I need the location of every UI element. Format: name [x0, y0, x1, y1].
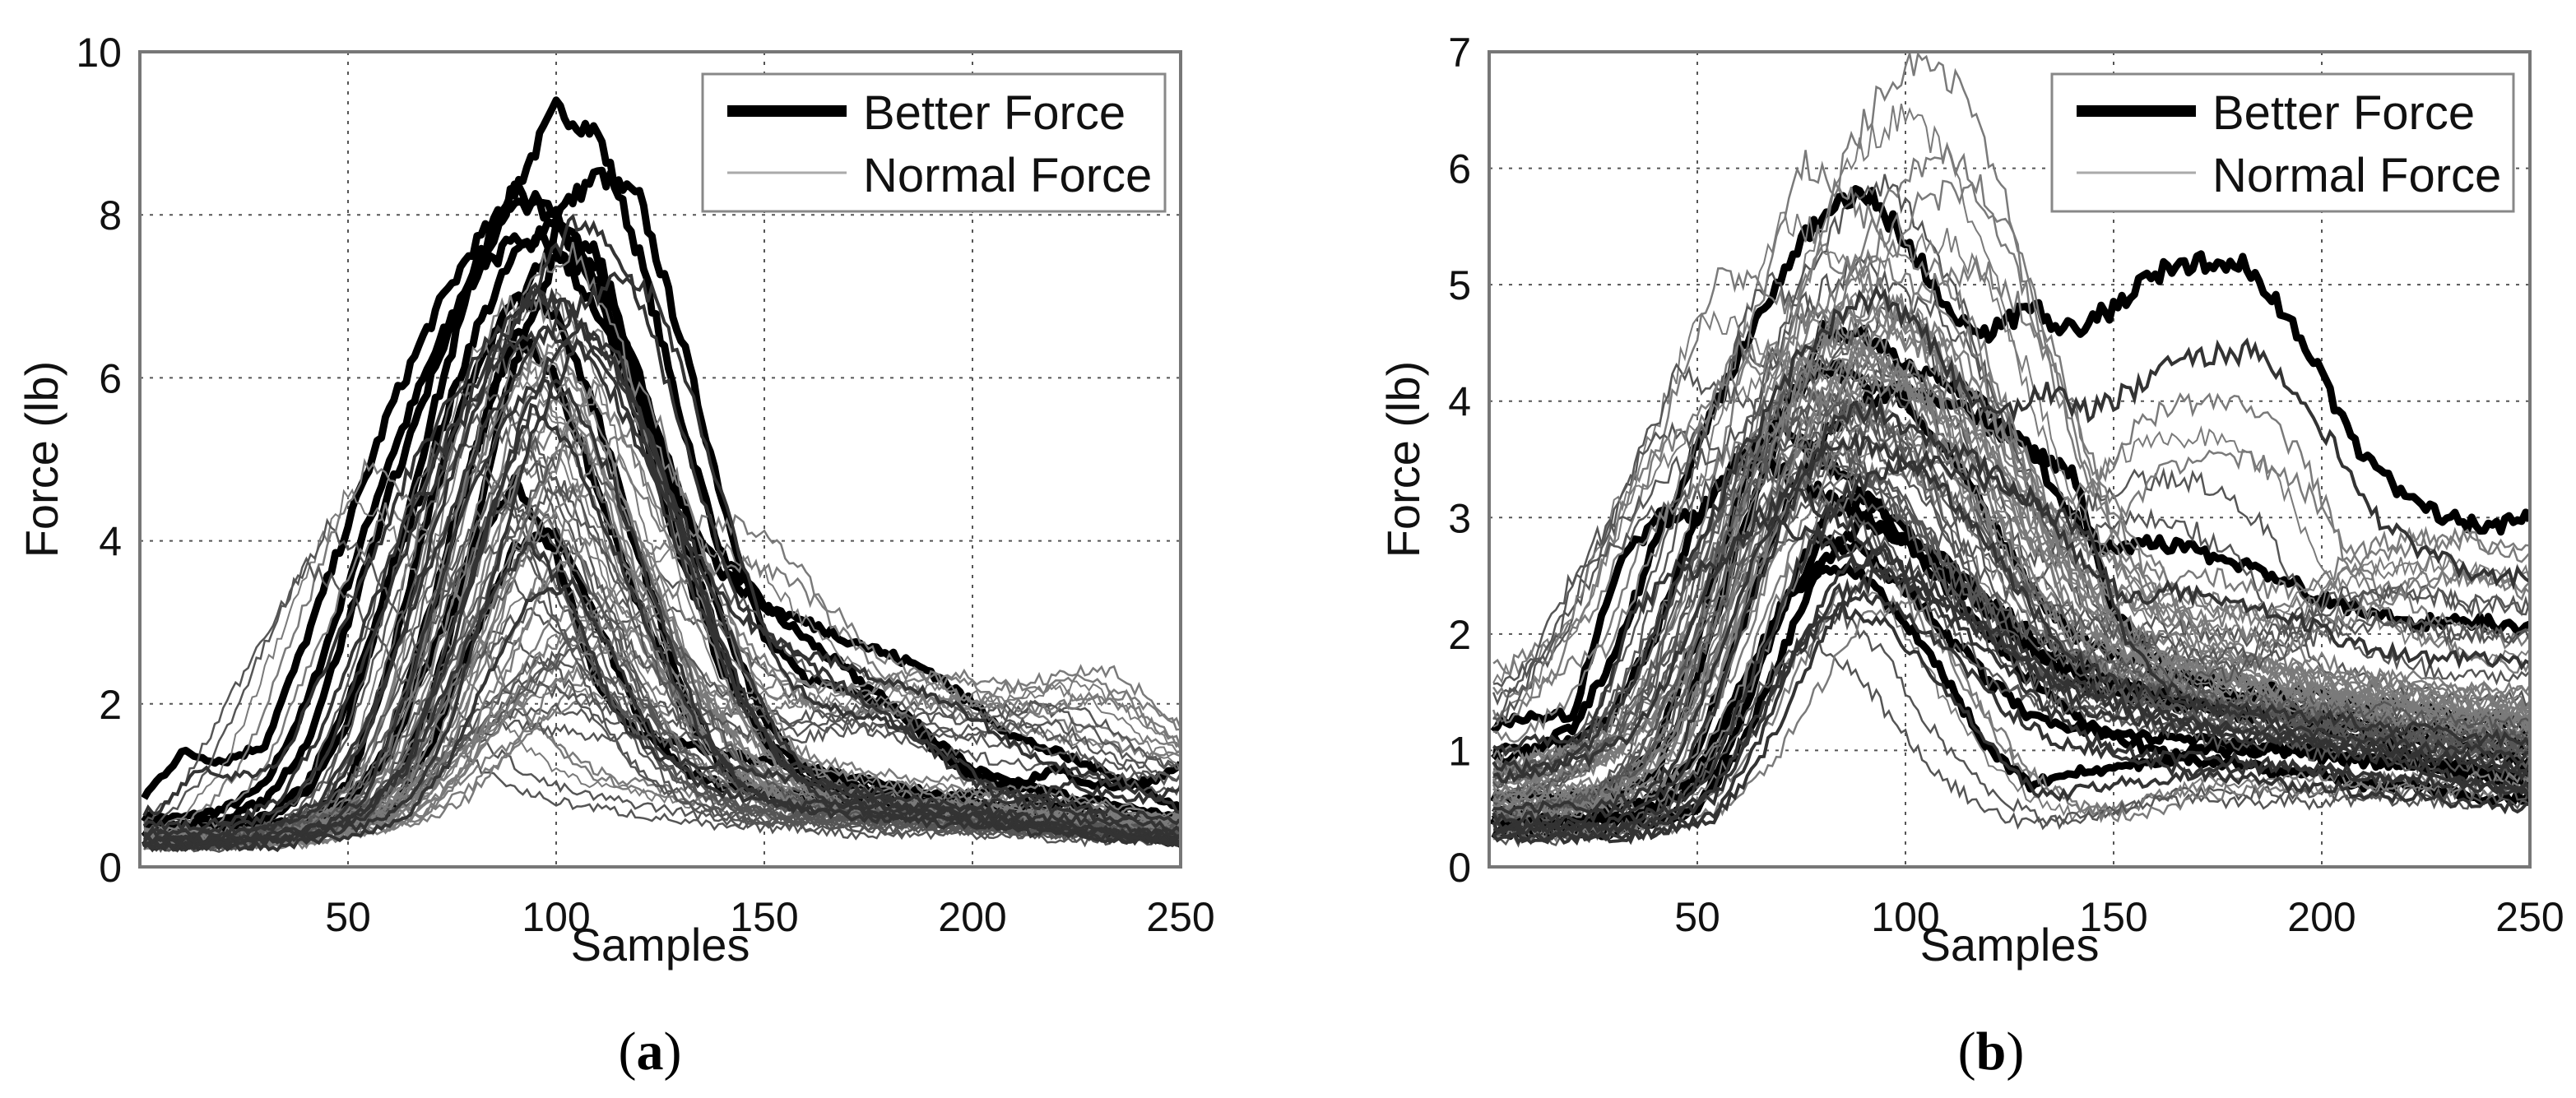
normal-force-curve: [1492, 426, 2530, 808]
better-force-curve-variant: [144, 336, 1181, 853]
normal-force-curve: [1492, 299, 2530, 764]
caption-letter: a: [637, 1022, 664, 1082]
y-tick-label: 4: [1448, 379, 1471, 425]
better-force-curve-variant: [1492, 566, 2530, 846]
better-force-curve-variant: [143, 271, 1181, 839]
better-force-curve-variant: [142, 213, 1181, 834]
legend-label-better: Better Force: [863, 86, 1126, 140]
panel-a: 50 100 150 200 250 0 2 4 6 8 10 Samples Force (lb) Be…: [16, 30, 1215, 1082]
normal-force-curve: [1492, 635, 2530, 848]
y-tick-label: 3: [1448, 495, 1471, 541]
x-axis-label: Samples: [1920, 919, 2100, 971]
caption-paren-close: ): [664, 1022, 682, 1082]
better-force-curve-variant: [1492, 285, 2530, 784]
better-force-curve-variant: [143, 576, 1181, 853]
better-force-curve-variant: [143, 323, 1181, 838]
y-tick-label: 8: [99, 192, 122, 239]
better-force-curve-variant: [1492, 429, 2530, 816]
y-tick-label: 1: [1448, 728, 1471, 774]
caption-paren-close: ): [2006, 1022, 2024, 1082]
panel-caption: (b): [1958, 1022, 2025, 1082]
y-tick-label: 7: [1448, 30, 1471, 76]
curves: [141, 96, 1181, 854]
normal-force-curve: [1492, 320, 2530, 813]
better-force-curve-variant: [142, 378, 1181, 846]
x-tick-label: 50: [325, 894, 371, 940]
normal-force-curve: [1492, 449, 2530, 789]
y-tick-label: 5: [1448, 262, 1471, 308]
better-force-curve-variant: [1492, 449, 2530, 835]
x-tick-label: 200: [938, 894, 1006, 940]
legend: Better Force Normal Force: [2050, 72, 2515, 213]
x-axis-label: Samples: [571, 919, 750, 971]
y-tick-label: 10: [76, 30, 122, 76]
y-tick-label: 6: [99, 355, 122, 401]
caption-letter: b: [1976, 1022, 2007, 1082]
y-tick-label: 0: [1448, 845, 1471, 891]
y-tick-label: 0: [99, 845, 122, 891]
legend-box: [701, 72, 1167, 213]
y-axis-label: Force (lb): [1377, 361, 1429, 558]
y-tick-label: 4: [99, 519, 122, 565]
panel-b: 50 100 150 200 250 0 1 2 3 4 5 6 7 Samples Force (lb) B…: [1377, 30, 2564, 1082]
normal-force-curve: [143, 440, 1181, 850]
normal-force-curve: [1492, 292, 2530, 725]
better-force-curve-variant: [1492, 510, 2530, 782]
better-force-curve-variant: [1492, 395, 2530, 827]
legend-box: [2050, 72, 2515, 213]
x-tick-label: 100: [1871, 894, 1939, 940]
better-force-curve-variant: [1492, 540, 2530, 846]
legend: Better Force Normal Force: [701, 72, 1167, 213]
x-tick-label: 250: [2495, 894, 2564, 940]
x-tick-label: 150: [730, 894, 798, 940]
y-tick-label: 2: [99, 682, 122, 728]
y-tick-label: 6: [1448, 146, 1471, 192]
panel-caption: (a): [619, 1022, 682, 1082]
normal-force-curve: [1492, 345, 2530, 771]
normal-force-curve: [143, 556, 1181, 848]
y-tick-label: 2: [1448, 612, 1471, 658]
caption-paren-open: (: [619, 1022, 637, 1082]
y-axis-label: Force (lb): [16, 361, 67, 558]
better-force-curve-variant: [1492, 577, 2530, 836]
x-tick-label: 250: [1146, 894, 1214, 940]
x-tick-label: 100: [522, 894, 590, 940]
normal-force-curve: [1492, 331, 2530, 785]
curves: [1490, 52, 2530, 848]
normal-force-curve: [1492, 454, 2530, 822]
better-force-curve-variant: [1492, 601, 2530, 836]
x-tick-label: 50: [1674, 894, 1720, 940]
normal-force-curve: [1492, 369, 2530, 777]
normal-force-curve: [1492, 425, 2530, 818]
x-tick-label: 200: [2287, 894, 2356, 940]
axes-frame: [138, 50, 1182, 869]
axes-frame: [1488, 50, 2532, 869]
normal-force-curve: [1492, 595, 2530, 843]
legend-label-normal: Normal Force: [863, 149, 1152, 202]
legend-label-better: Better Force: [2212, 86, 2475, 140]
normal-force-curve: [1492, 363, 2530, 815]
x-tick-label: 150: [2079, 894, 2147, 940]
normal-force-curve: [143, 411, 1181, 848]
caption-paren-open: (: [1958, 1022, 1976, 1082]
legend-label-normal: Normal Force: [2212, 149, 2501, 202]
better-force-curve-variant: [142, 402, 1181, 852]
normal-force-curve: [143, 461, 1181, 851]
